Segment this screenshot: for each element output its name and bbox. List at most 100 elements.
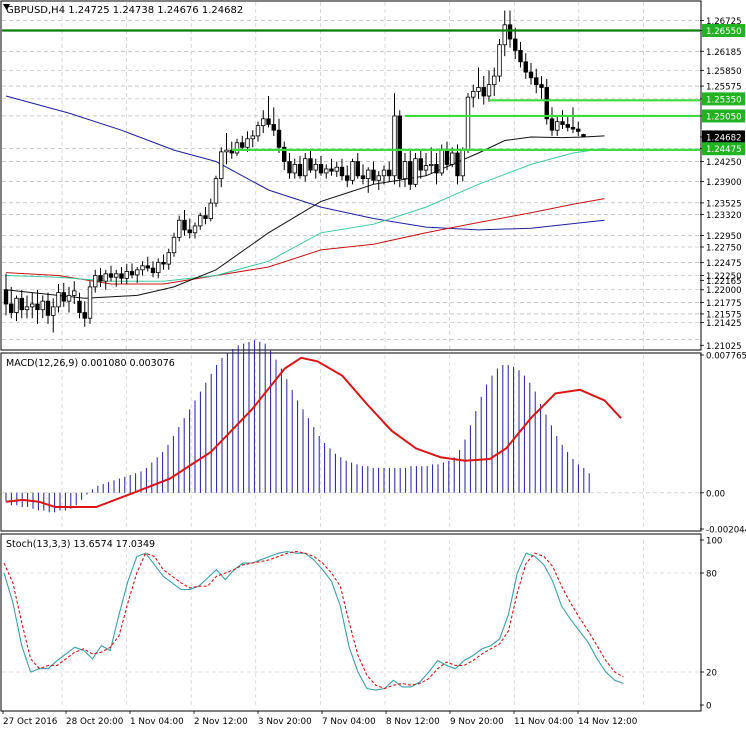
price-tick-label: 1.26185: [706, 48, 742, 58]
candle-body: [350, 161, 355, 181]
candle-body: [371, 169, 376, 181]
candle-body: [108, 273, 114, 278]
macd-tick-label: 0.00: [706, 489, 725, 499]
candle-body: [334, 166, 339, 172]
candle-body: [192, 225, 198, 234]
price-tick-label: 1.22165: [706, 277, 742, 287]
candle-body: [266, 118, 271, 125]
candle-body: [187, 229, 192, 234]
candle-body: [14, 297, 19, 313]
macd-histogram: [5, 340, 590, 513]
candle-body: [581, 134, 586, 138]
price-tick-label: 1.23900: [706, 178, 742, 188]
candle-body: [392, 115, 397, 177]
moving-average-line: [5, 198, 605, 285]
time-tick-label: 2 Nov 12:00: [194, 717, 248, 727]
horizontal-levels: [2, 29, 700, 151]
candle-body: [413, 158, 418, 185]
candle-body: [329, 168, 334, 172]
macd-panel[interactable]: MACD(12,26,9) 0.001080 0.003076: [0, 340, 702, 532]
price-tick-label: 1.24250: [706, 158, 742, 168]
candle-body: [182, 219, 187, 231]
candle-body: [66, 295, 72, 302]
candle-body: [271, 124, 276, 131]
candle-body: [150, 267, 156, 274]
candle-body: [492, 75, 497, 86]
time-tick-label: 3 Nov 20:00: [258, 717, 312, 727]
price-tick-label: 1.25575: [706, 83, 742, 93]
candle-body: [324, 168, 329, 174]
price-tick-label: 1.25050: [706, 112, 742, 122]
candle-body: [114, 273, 119, 278]
candle-body: [135, 269, 140, 276]
candle-body: [261, 118, 266, 127]
stoch-k-line: [3, 550, 624, 691]
candle-body: [245, 138, 250, 148]
price-tick-label: 1.23320: [706, 211, 742, 221]
candle-body: [82, 312, 87, 319]
candle-body: [308, 158, 313, 171]
stoch-tick-label: 20: [706, 669, 717, 679]
candle-body: [471, 91, 476, 98]
macd-title: MACD(12,26,9) 0.001080 0.003076: [6, 358, 175, 369]
candle-body: [450, 152, 455, 165]
current-price-badge: [702, 130, 745, 144]
candle-body: [465, 96, 471, 151]
stoch-axis: 100 80 20 0: [700, 537, 722, 712]
price-panel[interactable]: GBPUSD,H4 1.24725 1.24738 1.24676 1.2468…: [0, 0, 702, 351]
candle-body: [502, 24, 507, 46]
candle-body: [429, 163, 434, 166]
price-tick-label: 1.22250: [706, 272, 742, 282]
price-tick-label: 1.25350: [706, 95, 742, 105]
candle-body: [292, 163, 297, 174]
candle-body: [61, 292, 66, 302]
candle-body: [40, 300, 45, 311]
candle-body: [87, 286, 93, 319]
time-tick-label: 9 Nov 20:00: [450, 717, 504, 727]
level-price-badge: [702, 23, 745, 37]
candle-body: [303, 158, 308, 177]
candle-body: [376, 175, 381, 181]
candle-body: [198, 215, 203, 227]
candlesticks: [3, 10, 586, 333]
candle-body: [507, 24, 513, 40]
candle-body: [140, 265, 145, 271]
price-tick-label: 1.22475: [706, 259, 742, 269]
candle-body: [444, 149, 450, 165]
time-tick-label: 28 Oct 20:00: [66, 717, 124, 727]
candle-body: [56, 292, 61, 308]
stoch-panel[interactable]: Stoch(13,3,3) 13.6574 17.0349: [0, 533, 702, 712]
price-tick-label: 1.22000: [706, 286, 742, 296]
price-tick-label: 1.23525: [706, 199, 742, 209]
candle-body: [366, 169, 371, 180]
stoch-gridlines: [2, 540, 700, 705]
candle-body: [177, 219, 182, 238]
candle-body: [19, 297, 24, 311]
dropdown-triangle-icon[interactable]: [3, 4, 10, 10]
candle-body: [360, 175, 366, 180]
candle-body: [534, 77, 539, 86]
price-tick-label: 1.21575: [706, 310, 742, 320]
candle-body: [171, 236, 177, 254]
candle-body: [339, 166, 345, 177]
level-price-badge: [702, 142, 745, 156]
price-tick-label: 1.26725: [706, 17, 742, 27]
candle-body: [203, 215, 208, 219]
level-price-badge: [702, 92, 745, 106]
candle-body: [576, 128, 581, 132]
price-tick-label: 1.24682: [706, 133, 742, 143]
candle-body: [45, 300, 51, 316]
candle-body: [35, 303, 40, 311]
candle-body: [9, 303, 14, 313]
candle-body: [355, 161, 360, 177]
stoch-lines: [3, 550, 624, 691]
candle-body: [77, 300, 82, 313]
time-tick-label: 1 Nov 04:00: [130, 717, 184, 727]
candle-body: [397, 115, 402, 180]
candle-body: [481, 87, 486, 97]
time-axis: 27 Oct 2016 28 Oct 20:00 1 Nov 04:00 2 Nov …: [2, 711, 638, 727]
time-tick-label: 27 Oct 2016: [3, 717, 58, 727]
candle-body: [30, 303, 35, 308]
